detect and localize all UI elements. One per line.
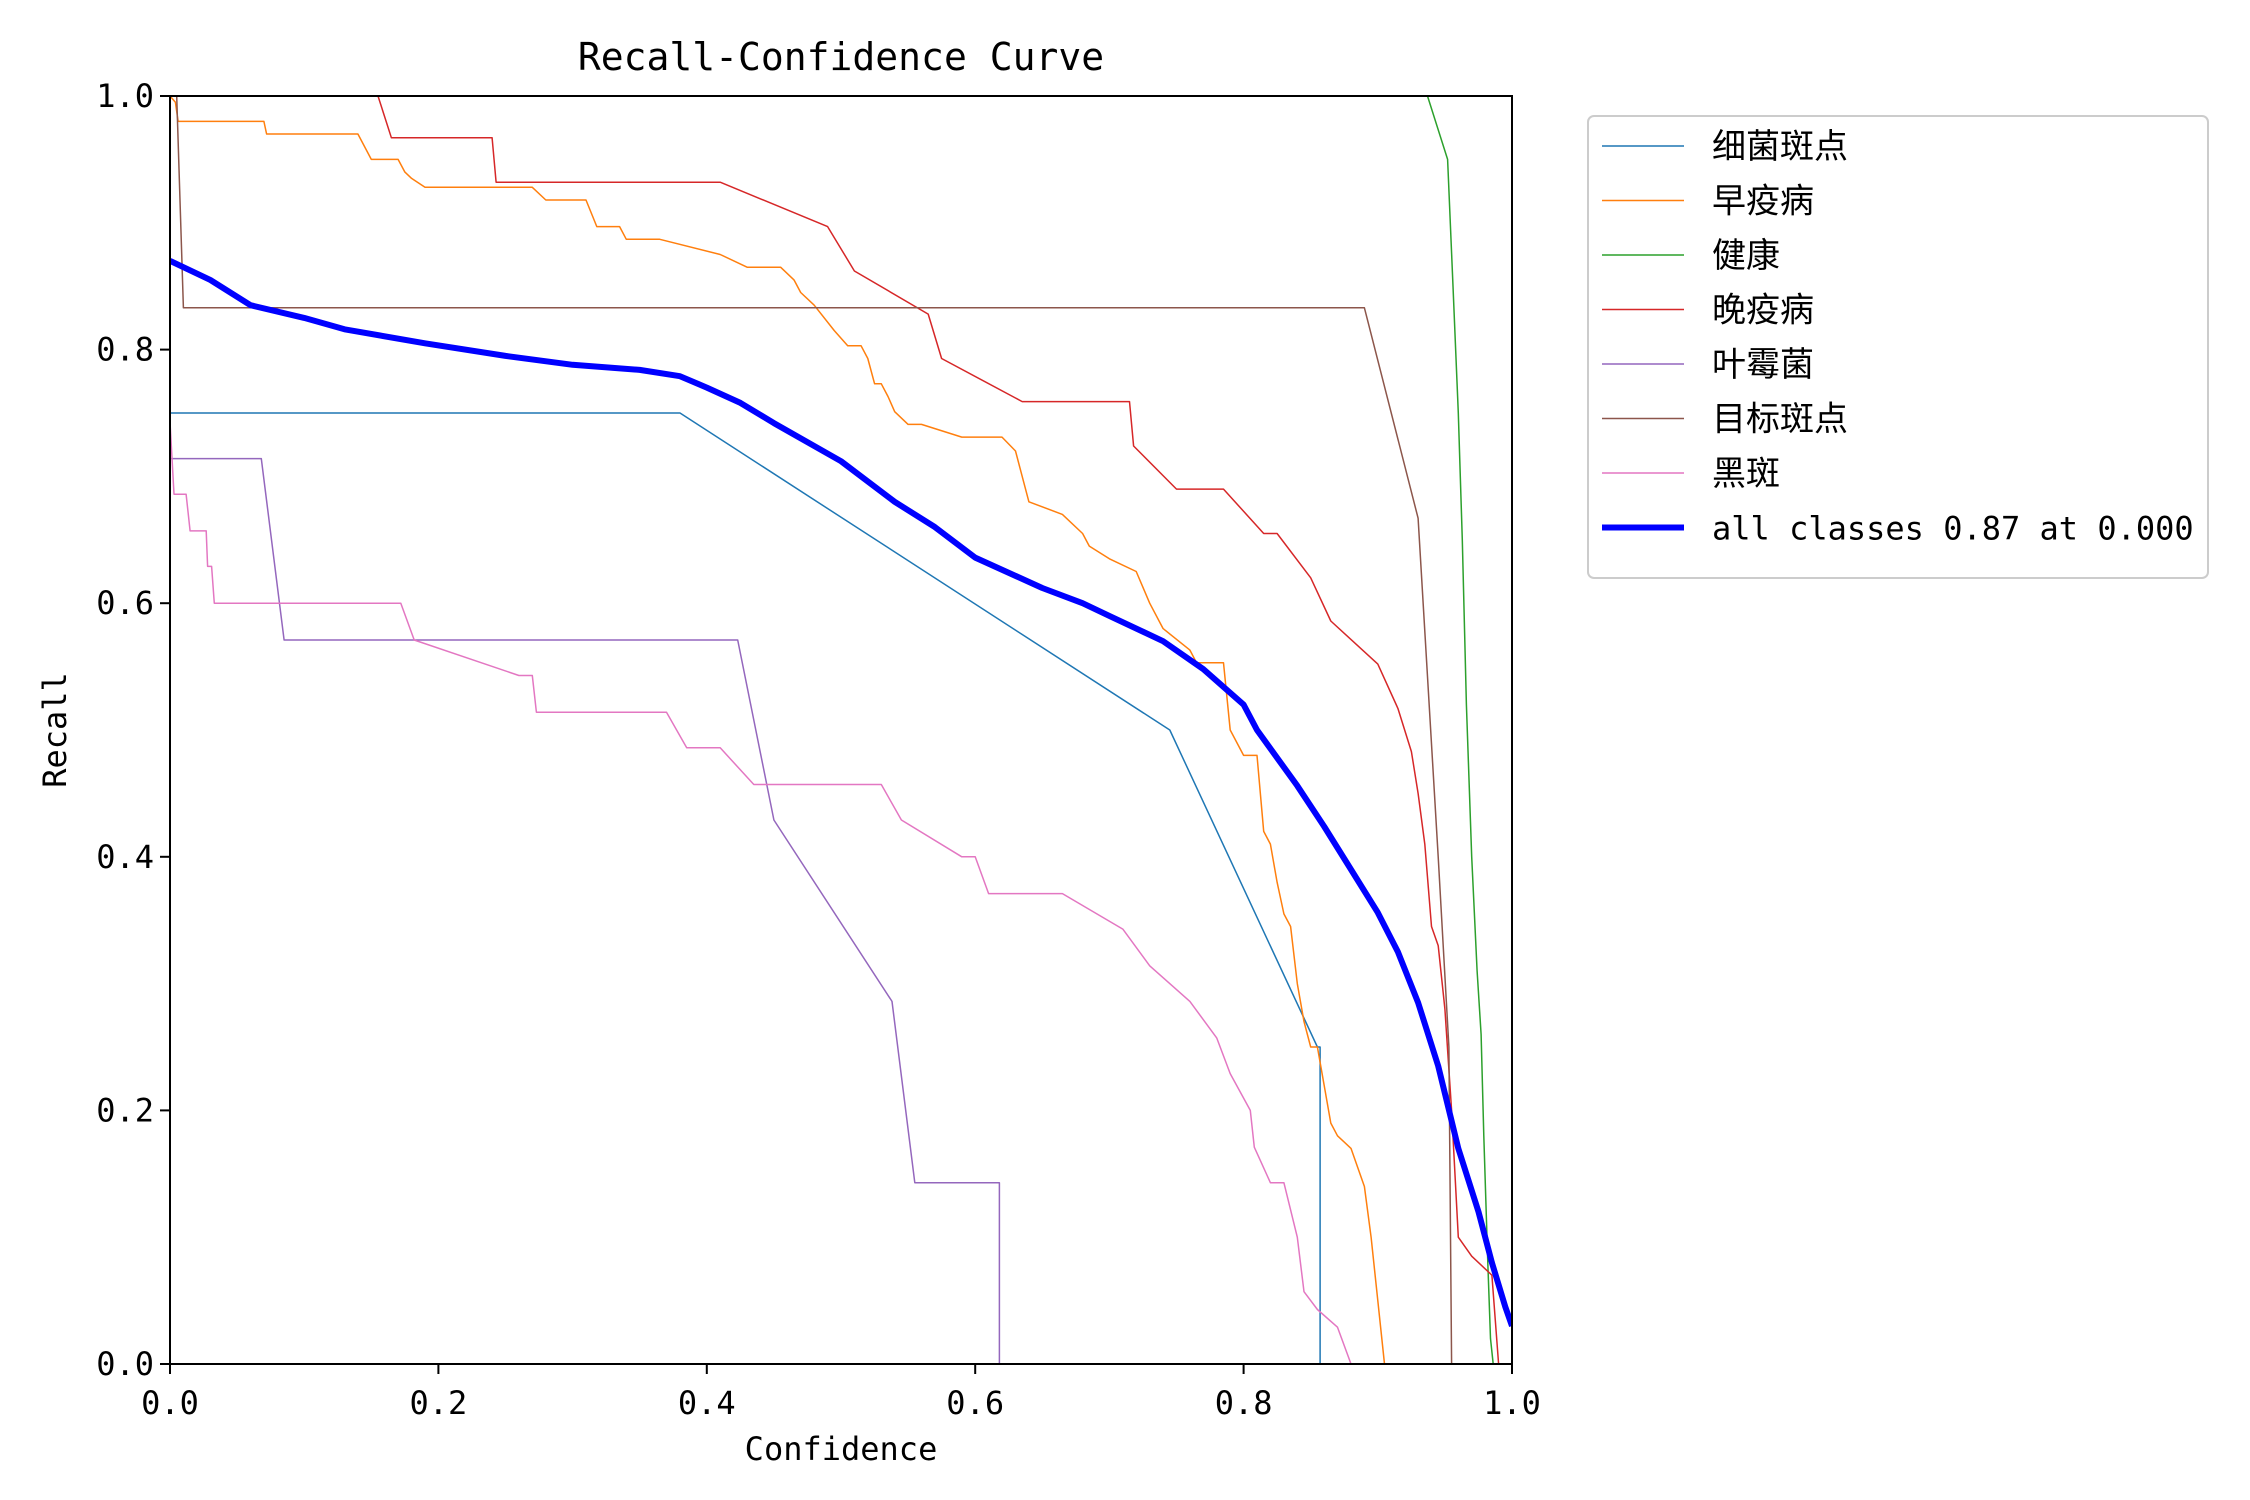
legend-label: 叶霉菌 (1712, 345, 1814, 385)
x-tick-label: 0.0 (141, 1384, 199, 1422)
x-axis-label: Confidence (745, 1430, 938, 1468)
legend-label: 晚疫病 (1712, 291, 1814, 331)
x-tick-label: 0.8 (1215, 1384, 1273, 1422)
chart-title: Recall-Confidence Curve (578, 35, 1104, 79)
y-tick-label: 1.0 (96, 77, 154, 115)
legend-frame (1587, 115, 2209, 579)
legend-label: 细菌斑点 (1712, 127, 1848, 167)
series-line-3 (1426, 95, 1512, 1365)
axis-ticks: 0.0 0.2 0.4 0.6 0.8 1.0 0.0 0.2 0.4 0.6 0.8 1.0 (96, 77, 1541, 1422)
x-tick-label: 0.6 (946, 1384, 1004, 1422)
series-line-6 (175, 95, 1512, 1365)
plot-area (170, 95, 1512, 1365)
legend-label: all classes 0.87 at 0.000 (1712, 510, 2194, 548)
y-tick-label: 0.0 (96, 1345, 154, 1383)
series-line-2 (170, 95, 1512, 1365)
x-tick-label: 0.4 (678, 1384, 736, 1422)
series-line-7 (170, 421, 1512, 1365)
x-tick-label: 0.2 (410, 1384, 468, 1422)
x-tick-label: 1.0 (1483, 1384, 1541, 1422)
y-tick-label: 0.8 (96, 331, 154, 369)
series-line-8 (170, 258, 1512, 1327)
series-line-4 (377, 95, 1512, 1365)
legend-label: 健康 (1712, 236, 1780, 276)
y-tick-label: 0.4 (96, 838, 154, 876)
y-axis-label: Recall (36, 672, 74, 788)
plot-frame (169, 95, 1513, 1365)
legend-label: 早疫病 (1712, 182, 1814, 222)
legend-label: 目标斑点 (1712, 400, 1848, 440)
legend-label: 黑斑 (1712, 454, 1780, 494)
y-tick-label: 0.2 (96, 1091, 154, 1129)
y-tick-label: 0.6 (96, 584, 154, 622)
series-line-5 (170, 457, 1512, 1365)
